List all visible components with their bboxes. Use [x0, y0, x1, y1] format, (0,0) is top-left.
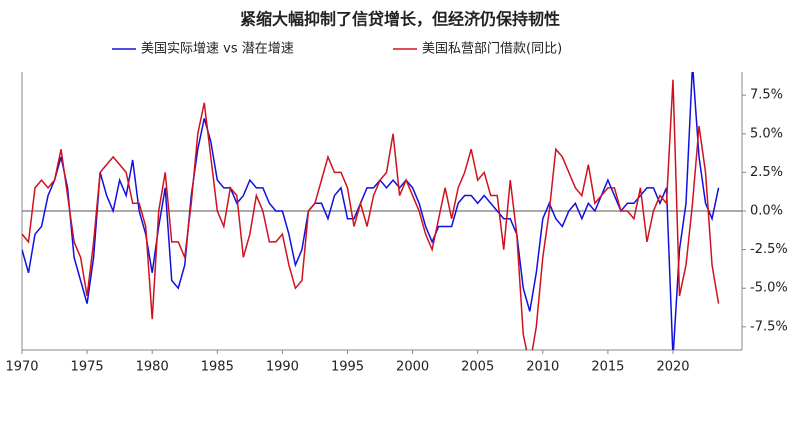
y-tick-label: -2.5%	[750, 242, 788, 257]
y-tick-label: 5.0%	[750, 126, 783, 141]
x-tick-label: 1980	[136, 360, 169, 375]
legend-label: 美国实际增速 vs 潜在增速	[141, 42, 294, 57]
x-tick-label: 1995	[331, 360, 364, 375]
x-tick-label: 1990	[266, 360, 299, 375]
x-tick-label: 1970	[5, 360, 38, 375]
x-tick-label: 1985	[201, 360, 234, 375]
y-tick-label: 2.5%	[750, 165, 783, 180]
chart-title: 紧缩大幅抑制了信贷增长，但经济仍保持韧性	[240, 10, 560, 29]
y-tick-label: -5.0%	[750, 281, 788, 296]
x-tick-label: 2020	[656, 360, 689, 375]
x-tick-label: 1975	[71, 360, 104, 375]
x-tick-label: 2015	[591, 360, 624, 375]
series-line	[22, 79, 720, 350]
x-tick-label: 2000	[396, 360, 429, 375]
x-tick-label: 2005	[461, 360, 494, 375]
y-tick-label: 0.0%	[750, 204, 783, 219]
x-tick-label: 2010	[526, 360, 559, 375]
y-tick-label: -7.5%	[750, 319, 788, 334]
series-line	[22, 72, 720, 350]
legend-label: 美国私营部门借款(同比)	[422, 42, 562, 57]
y-tick-label: 7.5%	[750, 88, 783, 103]
